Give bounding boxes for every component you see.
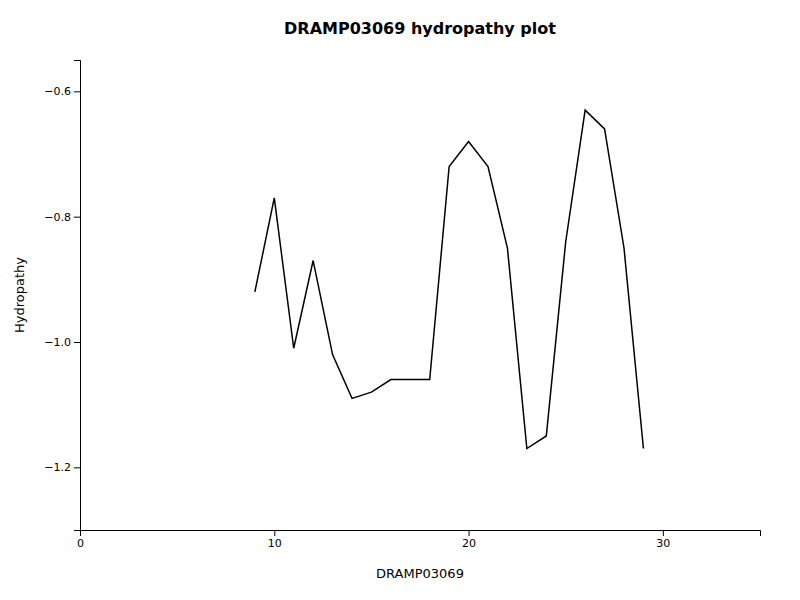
y-tick-label: −0.6 [44,85,71,98]
y-tick-mark [74,91,80,92]
y-tick: −0.6 [44,85,80,98]
x-axis-line [81,531,761,537]
x-tick-mark [274,530,275,536]
y-axis: −1.2 −1.0 −0.8 −0.6 [44,61,80,531]
x-tick-label: 0 [77,537,84,550]
y-tick-label: −1.2 [44,461,71,474]
x-tick: 20 [462,530,476,550]
title: DRAMP03069 hydropathy plot [284,19,556,38]
y-tick-label: −1.0 [44,336,71,349]
y-tick-mark [74,342,80,343]
marks [255,110,644,448]
y-axis-line [74,61,81,531]
x-tick: 0 [77,530,84,550]
y-tick-mark [74,467,80,468]
y-tick-label: −0.8 [44,211,71,224]
x-tick-label: 20 [462,537,476,550]
chart: 0 10 20 30 −1.2 −1.0 −0.8 −0.6 DRAMP03069 hydrop… [0,0,800,600]
plot: 0 10 20 30 −1.2 −1.0 −0.8 −0.6 [44,61,760,550]
data-line [255,110,644,448]
y-tick: −0.8 [44,211,80,224]
x-tick-mark [469,530,470,536]
x-axis: 0 10 20 30 [77,530,761,550]
x-tick-label: 30 [656,537,670,550]
y-axis-title: Hydropathy [12,257,27,333]
x-axis-title: DRAMP03069 [376,566,464,581]
x-tick: 30 [656,530,670,550]
y-tick-mark [74,217,80,218]
y-tick: −1.2 [44,461,80,474]
x-tick: 10 [268,530,282,550]
y-tick: −1.0 [44,336,80,349]
x-tick-mark [663,530,664,536]
x-tick-label: 10 [268,537,282,550]
